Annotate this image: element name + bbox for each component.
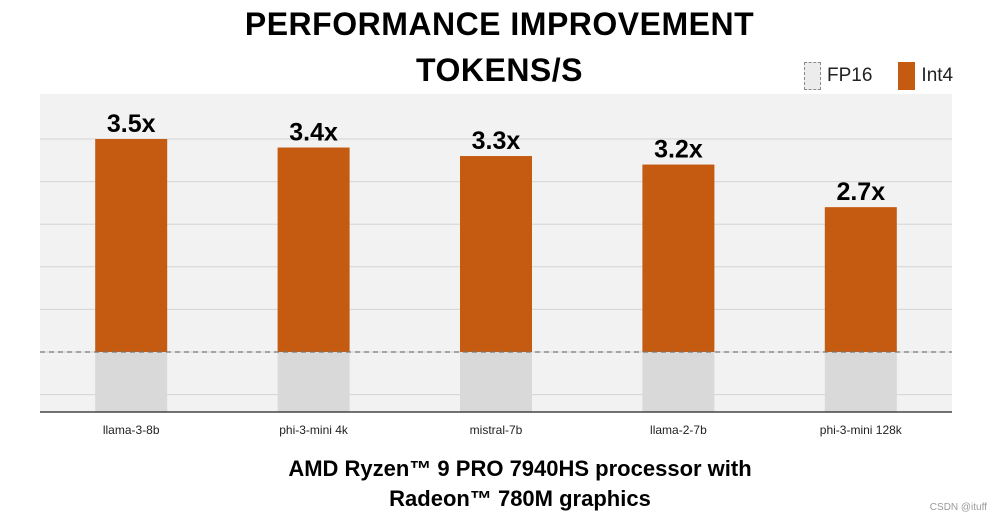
legend-label-fp16: FP16 (827, 65, 873, 86)
category-label: phi-3-mini 4k (279, 423, 349, 437)
bar-fp16 (824, 352, 897, 412)
bar-fp16 (95, 352, 168, 412)
legend-swatch-fp16 (804, 62, 821, 90)
data-label: 3.2x (654, 136, 703, 164)
bar-fp16 (460, 352, 532, 412)
data-label: 3.5x (107, 110, 156, 138)
category-label: phi-3-mini 128k (820, 423, 903, 437)
footer-line2: Radeon™ 780M graphics (389, 486, 651, 511)
bar-fp16 (277, 352, 350, 412)
watermark: CSDN @ituff (929, 502, 987, 513)
footer-line1: AMD Ryzen™ 9 PRO 7940HS processor with (288, 456, 752, 481)
bar-int4 (460, 156, 532, 352)
bar-int4 (824, 207, 897, 352)
category-label: llama-2-7b (650, 423, 707, 437)
data-label: 2.7x (836, 178, 885, 206)
bar-int4 (95, 139, 168, 352)
category-label: llama-3-8b (103, 423, 160, 437)
legend-label-int4: Int4 (921, 65, 954, 86)
category-label: mistral-7b (470, 423, 523, 437)
bar-int4 (642, 164, 715, 352)
chart-title-line2: TOKENS/S (416, 52, 583, 88)
legend-swatch-int4 (898, 62, 916, 90)
legend-item-fp16: FP16 (804, 62, 872, 90)
bar-int4 (277, 147, 350, 352)
data-label: 3.4x (289, 119, 338, 147)
bar-fp16 (642, 352, 715, 412)
chart-title-line1: PERFORMANCE IMPROVEMENT (244, 6, 755, 42)
legend: FP16 Int4 (804, 62, 979, 90)
data-label: 3.3x (472, 127, 521, 155)
legend-item-int4: Int4 (898, 62, 953, 90)
